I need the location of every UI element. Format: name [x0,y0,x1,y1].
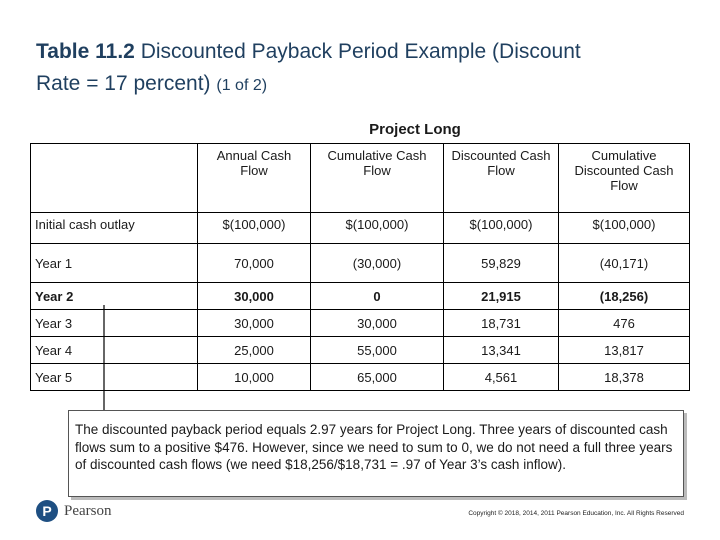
table-row: Year 1 70,000 (30,000) 59,829 (40,171) [30,243,690,283]
cell-annual: 30,000 [197,309,311,337]
table-row: Year 4 25,000 55,000 13,341 13,817 [30,336,690,364]
row-label: Year 2 [30,282,198,310]
header-annual-cash-flow: Annual Cash Flow [197,143,311,213]
cell-cumulative-discounted: $(100,000) [558,212,690,244]
header-cumulative-discounted-cash-flow: Cumulative Discounted Cash Flow [558,143,690,213]
cell-cumulative-discounted: (40,171) [558,243,690,283]
cell-cumulative: 30,000 [310,309,444,337]
slide-title: Table 11.2 Discounted Payback Period Exa… [36,36,696,102]
cell-discounted: 18,731 [443,309,559,337]
header-empty-cell [30,143,198,213]
cell-discounted: 13,341 [443,336,559,364]
title-part: (1 of 2) [216,77,268,94]
cell-cumulative-discounted: 18,378 [558,363,690,391]
cell-cumulative: 0 [310,282,444,310]
copyright-notice: Copyright © 2018, 2014, 2011 Pearson Edu… [468,510,684,517]
table-row: Year 5 10,000 65,000 4,561 18,378 [30,363,690,391]
cell-annual: 30,000 [197,282,311,310]
pearson-logo: P Pearson [36,500,112,522]
cell-cumulative: 65,000 [310,363,444,391]
cell-discounted: 4,561 [443,363,559,391]
header-cumulative-cash-flow: Cumulative Cash Flow [310,143,444,213]
table-row: Year 3 30,000 30,000 18,731 476 [30,309,690,337]
cell-annual: 70,000 [197,243,311,283]
project-label: Project Long [369,121,461,138]
cell-cumulative-discounted: (18,256) [558,282,690,310]
cell-cumulative-discounted: 476 [558,309,690,337]
cell-cumulative: $(100,000) [310,212,444,244]
cell-annual: 25,000 [197,336,311,364]
cell-discounted: $(100,000) [443,212,559,244]
cell-cumulative: 55,000 [310,336,444,364]
cell-cumulative: (30,000) [310,243,444,283]
row-label: Initial cash outlay [30,212,198,244]
header-discounted-cash-flow: Discounted Cash Flow [443,143,559,213]
table-row: Year 2 30,000 0 21,915 (18,256) [30,282,690,310]
title-main: Discounted Payback Period Example (Disco… [140,40,581,63]
pearson-logo-text: Pearson [64,502,112,519]
row-label: Year 5 [30,363,198,391]
row-label: Year 4 [30,336,198,364]
cell-annual: 10,000 [197,363,311,391]
row-label: Year 3 [30,309,198,337]
table-header-row: Annual Cash Flow Cumulative Cash Flow Di… [30,143,690,213]
cell-annual: $(100,000) [197,212,311,244]
cash-flow-table: Annual Cash Flow Cumulative Cash Flow Di… [30,143,690,391]
cell-discounted: 59,829 [443,243,559,283]
pearson-logo-icon: P [36,500,58,522]
row-label: Year 1 [30,243,198,283]
table-row: Initial cash outlay $(100,000) $(100,000… [30,212,690,244]
title-line-2: Rate = 17 percent) [36,72,211,95]
title-table-number: Table 11.2 [36,40,135,63]
cell-cumulative-discounted: 13,817 [558,336,690,364]
callout-box: The discounted payback period equals 2.9… [68,410,684,497]
cell-discounted: 21,915 [443,282,559,310]
